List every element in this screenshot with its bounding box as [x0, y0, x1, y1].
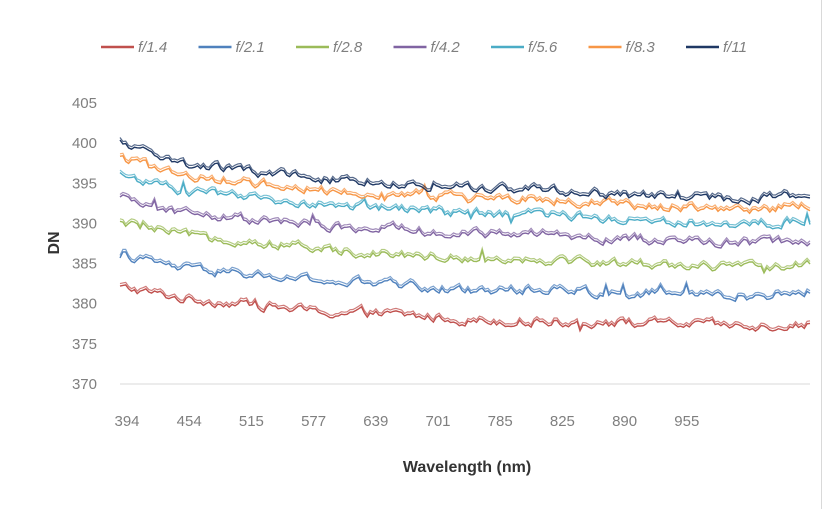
y-axis-ticks: 370 375 380 385 390 395 400 405: [72, 95, 97, 393]
legend-label: f/4.2: [431, 39, 461, 56]
x-axis-title: Wavelength (nm): [403, 459, 531, 476]
legend-label: f/5.6: [528, 39, 558, 56]
y-tick-label: 395: [72, 175, 97, 192]
series-line-shadow: [119, 281, 811, 330]
y-tick-label: 405: [72, 95, 97, 112]
x-tick-label: 639: [363, 413, 388, 430]
legend-label: f/2.8: [333, 39, 363, 56]
series-lines: [119, 137, 811, 333]
series-line: [119, 155, 811, 215]
series-line-shadow: [119, 248, 811, 300]
x-tick-label: 701: [425, 413, 450, 430]
series-line: [119, 194, 811, 249]
legend-label: f/1.4: [138, 39, 167, 56]
x-tick-label: 785: [488, 413, 513, 430]
series-line-shadow: [119, 169, 811, 228]
y-tick-label: 400: [72, 135, 97, 152]
series-line: [119, 220, 811, 275]
x-tick-label: 577: [301, 413, 326, 430]
x-tick-label: 825: [550, 413, 575, 430]
x-tick-label: 454: [177, 413, 202, 430]
y-tick-label: 385: [72, 256, 97, 273]
legend-label: f/2.1: [236, 39, 265, 56]
series-line: [119, 284, 811, 333]
series-line: [119, 251, 811, 303]
legend-label: f/11: [723, 39, 747, 56]
series-line-shadow: [119, 152, 811, 212]
x-axis-ticks: 394 454 515 577 639 701 785 825 890 955: [114, 413, 699, 430]
y-tick-label: 390: [72, 215, 97, 232]
y-tick-label: 370: [72, 376, 97, 393]
series-line: [119, 172, 811, 230]
series-line: [119, 139, 811, 206]
legend-label: f/8.3: [626, 39, 656, 56]
legend: f/1.4 f/2.1 f/2.8 f/4.2 f/5.6 f/8.3 f/11: [101, 39, 747, 56]
x-tick-label: 890: [612, 413, 637, 430]
y-axis-title: DN: [46, 231, 63, 254]
series-line-shadow: [119, 218, 811, 272]
y-tick-label: 375: [72, 336, 97, 353]
series-line-shadow: [119, 191, 811, 247]
x-tick-label: 515: [239, 413, 264, 430]
x-tick-label: 394: [114, 413, 139, 430]
x-tick-label: 955: [674, 413, 699, 430]
y-tick-label: 380: [72, 296, 97, 313]
series-line-shadow: [119, 137, 811, 204]
